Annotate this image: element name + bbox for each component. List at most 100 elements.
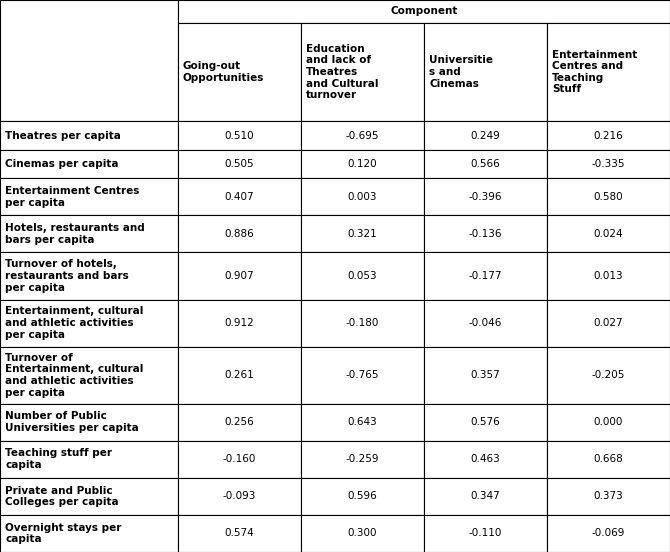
- Bar: [424, 215, 547, 252]
- Bar: [301, 215, 423, 252]
- Bar: [424, 252, 547, 300]
- Text: Hotels, restaurants and
bars per capita: Hotels, restaurants and bars per capita: [5, 223, 145, 245]
- Bar: [0, 440, 178, 478]
- Bar: [0, 404, 178, 440]
- Bar: [0, 215, 178, 252]
- Bar: [424, 404, 547, 440]
- Text: Going-out
Opportunities: Going-out Opportunities: [183, 61, 264, 83]
- Text: -0.765: -0.765: [346, 370, 379, 380]
- Bar: [0, 121, 178, 150]
- Bar: [424, 300, 547, 347]
- Text: 0.596: 0.596: [347, 491, 377, 501]
- Bar: [0, 300, 178, 347]
- Bar: [301, 347, 423, 404]
- Text: 0.907: 0.907: [224, 271, 254, 281]
- Bar: [301, 252, 423, 300]
- Bar: [178, 178, 301, 215]
- Text: 0.912: 0.912: [224, 318, 254, 328]
- Text: 0.300: 0.300: [348, 528, 377, 538]
- Bar: [178, 121, 301, 150]
- Text: -0.160: -0.160: [222, 454, 256, 464]
- Text: Number of Public
Universities per capita: Number of Public Universities per capita: [5, 411, 139, 433]
- Bar: [301, 440, 423, 478]
- Text: 0.510: 0.510: [224, 130, 254, 141]
- Bar: [547, 150, 670, 178]
- Text: Overnight stays per
capita: Overnight stays per capita: [5, 523, 122, 544]
- Bar: [0, 478, 178, 515]
- Bar: [547, 121, 670, 150]
- Bar: [424, 515, 547, 552]
- Text: 0.643: 0.643: [347, 417, 377, 427]
- Text: 0.321: 0.321: [347, 229, 377, 239]
- Text: Teaching stuff per
capita: Teaching stuff per capita: [5, 448, 113, 470]
- Bar: [301, 478, 423, 515]
- Text: 0.053: 0.053: [348, 271, 377, 281]
- Text: -0.335: -0.335: [592, 159, 625, 169]
- Bar: [547, 178, 670, 215]
- Bar: [0, 347, 178, 404]
- Bar: [424, 478, 547, 515]
- Bar: [547, 404, 670, 440]
- Text: Turnover of hotels,
restaurants and bars
per capita: Turnover of hotels, restaurants and bars…: [5, 259, 129, 293]
- Text: 0.003: 0.003: [348, 192, 377, 202]
- Bar: [301, 300, 423, 347]
- Text: 0.120: 0.120: [348, 159, 377, 169]
- Text: 0.373: 0.373: [594, 491, 623, 501]
- Bar: [547, 347, 670, 404]
- Text: 0.024: 0.024: [594, 229, 623, 239]
- Text: 0.261: 0.261: [224, 370, 254, 380]
- Text: 0.027: 0.027: [594, 318, 623, 328]
- Bar: [0, 515, 178, 552]
- Bar: [178, 215, 301, 252]
- Text: 0.357: 0.357: [470, 370, 500, 380]
- Bar: [547, 300, 670, 347]
- Text: -0.259: -0.259: [346, 454, 379, 464]
- Text: 0.249: 0.249: [470, 130, 500, 141]
- Bar: [178, 0, 670, 23]
- Text: 0.013: 0.013: [594, 271, 623, 281]
- Text: -0.177: -0.177: [468, 271, 502, 281]
- Text: 0.566: 0.566: [470, 159, 500, 169]
- Bar: [178, 478, 301, 515]
- Text: -0.396: -0.396: [468, 192, 502, 202]
- Bar: [424, 121, 547, 150]
- Bar: [178, 252, 301, 300]
- Text: -0.695: -0.695: [346, 130, 379, 141]
- Bar: [301, 515, 423, 552]
- Text: 0.576: 0.576: [470, 417, 500, 427]
- Bar: [547, 515, 670, 552]
- Text: -0.046: -0.046: [468, 318, 502, 328]
- Bar: [178, 150, 301, 178]
- Text: Universitie
s and
Cinemas: Universitie s and Cinemas: [429, 55, 493, 89]
- Bar: [301, 23, 423, 121]
- Bar: [301, 178, 423, 215]
- Text: 0.347: 0.347: [470, 491, 500, 501]
- Bar: [178, 404, 301, 440]
- Text: Private and Public
Colleges per capita: Private and Public Colleges per capita: [5, 486, 119, 507]
- Text: Cinemas per capita: Cinemas per capita: [5, 159, 119, 169]
- Bar: [178, 23, 301, 121]
- Text: Entertainment, cultural
and athletic activities
per capita: Entertainment, cultural and athletic act…: [5, 306, 144, 339]
- Bar: [547, 215, 670, 252]
- Bar: [424, 347, 547, 404]
- Bar: [424, 23, 547, 121]
- Text: 0.407: 0.407: [224, 192, 254, 202]
- Text: Component: Component: [390, 7, 458, 17]
- Bar: [424, 150, 547, 178]
- Text: 0.668: 0.668: [594, 454, 623, 464]
- Text: -0.136: -0.136: [468, 229, 502, 239]
- Bar: [0, 252, 178, 300]
- Bar: [178, 300, 301, 347]
- Bar: [301, 150, 423, 178]
- Text: Turnover of
Entertainment, cultural
and athletic activities
per capita: Turnover of Entertainment, cultural and …: [5, 353, 144, 397]
- Text: 0.580: 0.580: [594, 192, 623, 202]
- Text: -0.110: -0.110: [468, 528, 502, 538]
- Text: -0.093: -0.093: [222, 491, 256, 501]
- Bar: [178, 347, 301, 404]
- Bar: [424, 178, 547, 215]
- Text: 0.000: 0.000: [594, 417, 623, 427]
- Bar: [547, 252, 670, 300]
- Text: 0.505: 0.505: [224, 159, 254, 169]
- Bar: [301, 121, 423, 150]
- Bar: [0, 178, 178, 215]
